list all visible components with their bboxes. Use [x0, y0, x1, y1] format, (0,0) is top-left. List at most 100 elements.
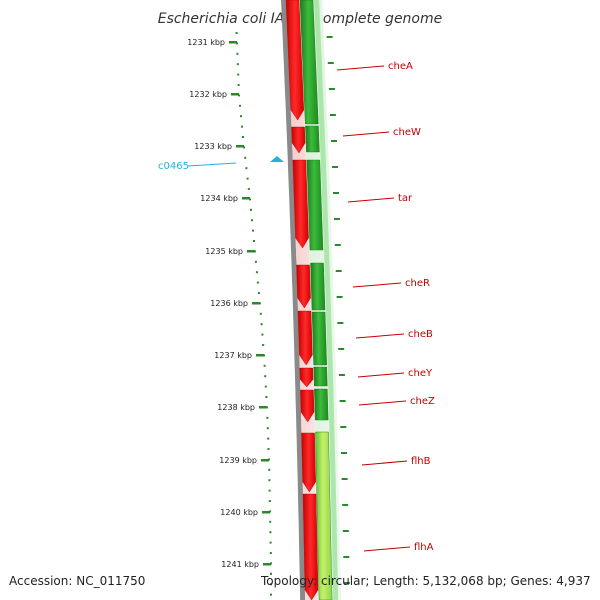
- ruler-minor-tick: [251, 219, 253, 222]
- gene-arrow-reverse: [291, 126, 306, 154]
- gene-arrow-reverse: [299, 367, 314, 388]
- ruler-minor-tick: [254, 260, 257, 263]
- right-scale-tick: [340, 426, 347, 428]
- ruler-minor-tick: [269, 531, 272, 534]
- gene-block-forward: [311, 311, 327, 366]
- ruler-minor-tick: [240, 115, 242, 118]
- ruler-minor-tick: [259, 312, 262, 315]
- gene-arrow-reverse: [296, 264, 311, 309]
- ruler-minor-tick: [246, 177, 249, 180]
- right-scale-tick: [338, 348, 345, 350]
- ruler-minor-tick: [255, 271, 258, 274]
- ruler-minor-tick: [269, 541, 272, 544]
- gene-leader-line: [336, 65, 385, 71]
- ruler-major-tick: [256, 354, 264, 357]
- ruler-tick-label: 1233 kbp: [194, 142, 232, 151]
- ruler-minor-tick: [262, 344, 265, 346]
- ruler-tick-label: 1238 kbp: [217, 403, 255, 412]
- right-scale-tick: [338, 374, 345, 376]
- right-scale-tick: [328, 88, 335, 90]
- gc-content-track: [314, 0, 339, 600]
- ruler-minor-tick: [266, 427, 269, 430]
- gene-arrow-reverse: [300, 389, 315, 423]
- right-scale-tick: [326, 36, 333, 38]
- ruler-minor-tick: [253, 240, 255, 242]
- gene-arrow-reverse: [285, 0, 305, 121]
- gene-leader-line: [357, 372, 405, 378]
- ruler-minor-tick: [268, 500, 271, 502]
- genome-summary-label: Topology: circular; Length: 5,132,068 bp…: [261, 574, 591, 588]
- ruler-major-tick: [263, 563, 271, 566]
- ruler-minor-tick: [247, 188, 250, 190]
- ruler-tick-label: 1231 kbp: [187, 38, 225, 47]
- gene-label-cheb[interactable]: cheB: [408, 329, 433, 340]
- gene-block-forward: [306, 159, 324, 251]
- ruler-minor-tick: [245, 167, 248, 170]
- right-scale-tick: [343, 556, 350, 558]
- marker-leader-line: [187, 162, 237, 167]
- ruler-minor-tick: [264, 385, 267, 388]
- gene-label-cher[interactable]: cheR: [405, 278, 430, 289]
- gene-label-chez[interactable]: cheZ: [410, 396, 435, 407]
- ruler-minor-tick: [263, 364, 266, 367]
- ruler-major-tick: [247, 250, 255, 253]
- ruler-minor-tick: [241, 125, 243, 128]
- right-scale-tick: [343, 582, 350, 584]
- right-scale-tick: [334, 244, 341, 246]
- right-scale-tick: [342, 504, 349, 506]
- gene-label-tar[interactable]: tar: [398, 193, 413, 204]
- ruler-minor-tick: [260, 323, 263, 326]
- ruler-minor-tick: [244, 156, 247, 159]
- gene-label-flhb[interactable]: flhB: [411, 456, 431, 467]
- ruler-major-tick: [229, 41, 237, 44]
- gene-block-forward: [305, 125, 320, 153]
- ruler-tick-label: 1236 kbp: [210, 299, 248, 308]
- gene-block-forward: [315, 431, 333, 600]
- ruler-minor-tick: [265, 396, 268, 398]
- ruler-major-tick: [252, 302, 260, 305]
- right-scale-tick: [337, 322, 344, 324]
- position-ruler: 1231 kbp 1232 kbp 1233 kbp 1234 kbp 1235 kbp…: [187, 32, 272, 596]
- ruler-tick-label: 1240 kbp: [220, 508, 258, 517]
- feature-marker: c0465: [158, 156, 284, 172]
- gene-leader-line: [355, 333, 405, 339]
- gene-leader-line: [342, 131, 390, 137]
- ruler-minor-tick: [267, 448, 270, 450]
- right-scale-tick: [333, 218, 340, 220]
- gene-block-forward: [310, 262, 326, 311]
- ruler-tick-label: 1241 kbp: [221, 560, 259, 569]
- ruler-minor-tick: [257, 292, 260, 294]
- gene-label-chew[interactable]: cheW: [393, 127, 421, 138]
- gene-label-chey[interactable]: cheY: [408, 368, 433, 379]
- gene-label-chea[interactable]: cheA: [388, 61, 413, 72]
- gene-label-flha[interactable]: flhA: [414, 542, 434, 553]
- right-scale-tick: [336, 296, 343, 298]
- ruler-minor-tick: [252, 229, 254, 232]
- feature-marker-label[interactable]: c0465: [158, 161, 189, 172]
- ruler-minor-tick: [242, 136, 244, 138]
- ruler-minor-tick: [269, 552, 272, 554]
- right-scale-tick: [331, 140, 337, 142]
- gene-arrow-reverse: [297, 310, 313, 366]
- gene-tracks: [281, 0, 350, 600]
- gene-block-forward: [313, 366, 328, 387]
- ruler-minor-tick: [236, 63, 239, 66]
- right-scale-tick: [341, 478, 348, 480]
- right-scale-tick: [332, 166, 338, 168]
- ruler-minor-tick: [268, 468, 271, 471]
- ruler-major-tick: [261, 459, 269, 462]
- gene-leader-line: [352, 282, 402, 288]
- ruler-major-tick: [242, 197, 250, 200]
- ruler-minor-tick: [266, 416, 269, 419]
- ruler-minor-tick: [264, 375, 267, 378]
- ruler-minor-tick: [270, 572, 272, 575]
- ruler-minor-tick: [236, 52, 239, 55]
- ruler-minor-tick: [268, 479, 271, 482]
- ruler-tick-label: 1235 kbp: [205, 247, 243, 256]
- marker-triangle-icon[interactable]: [270, 156, 284, 162]
- ruler-minor-tick: [239, 104, 241, 107]
- gene-arrow-reverse: [301, 432, 316, 493]
- ruler-minor-tick: [256, 281, 259, 284]
- genome-backbone: [281, 0, 306, 600]
